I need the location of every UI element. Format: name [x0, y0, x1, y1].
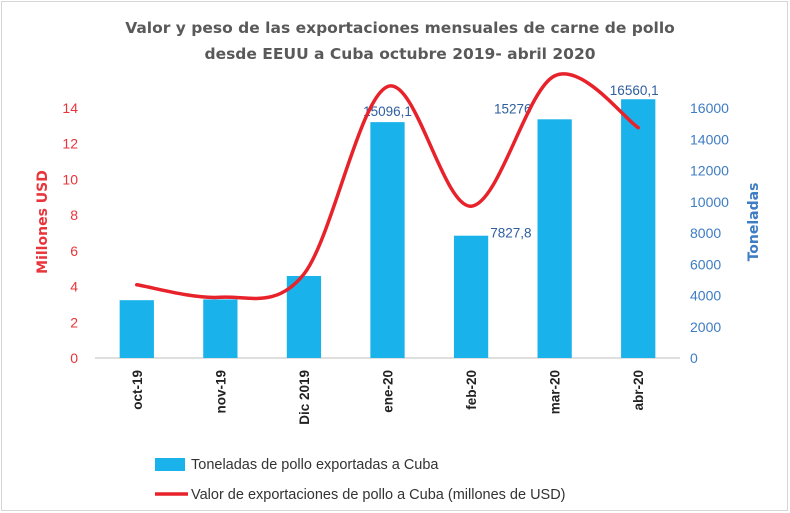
y-left-tick-0: 0 [70, 350, 78, 366]
category-label-mar-20: mar-20 [548, 370, 563, 414]
bar-mar-20 [537, 119, 572, 358]
y-right-tick-8000: 8000 [690, 225, 721, 241]
legend-bar-swatch [155, 458, 185, 471]
y-right-tick-12000: 12000 [690, 163, 729, 179]
y-right-tick-6000: 6000 [690, 256, 721, 272]
category-label-feb-20: feb-20 [464, 370, 479, 410]
chart-title-line-1: Valor y peso de las exportaciones mensua… [125, 19, 675, 37]
category-label-oct-19: oct-19 [130, 370, 145, 410]
bar-data-labels: 15096,1 7827,8 15276 16560,1 [363, 83, 659, 240]
y-axis-right-ticks: 0 2000 4000 6000 8000 10000 12000 14000 16000 [690, 100, 729, 366]
data-label-feb-20: 7827,8 [490, 226, 531, 241]
legend-line-label: Valor de exportaciones de pollo a Cuba (… [191, 487, 566, 503]
y-axis-left-label: Millones USD [35, 170, 51, 274]
data-label-abr-20: 16560,1 [610, 83, 659, 98]
y-left-tick-4: 4 [70, 279, 78, 295]
legend: Toneladas de pollo exportadas a Cuba Val… [155, 457, 566, 503]
y-right-tick-0: 0 [690, 350, 698, 366]
y-right-tick-10000: 10000 [690, 194, 729, 210]
data-label-ene-20: 15096,1 [363, 104, 412, 119]
bar-nov-19 [203, 299, 238, 358]
x-axis-categories: oct-19 nov-19 Dic 2019 ene-20 feb-20 mar-20 ab… [130, 370, 646, 425]
legend-bar-label: Toneladas de pollo exportadas a Cuba [191, 457, 439, 473]
y-left-tick-2: 2 [70, 314, 78, 330]
y-right-tick-16000: 16000 [690, 100, 729, 116]
bar-oct-19 [119, 300, 154, 358]
category-label-abr-20: abr-20 [631, 370, 646, 411]
bar-ene-20 [370, 122, 405, 358]
y-left-tick-6: 6 [70, 243, 78, 259]
category-label-ene-20: ene-20 [381, 370, 396, 413]
bar-feb-20 [453, 235, 489, 358]
y-right-tick-2000: 2000 [690, 319, 721, 335]
category-label-dic-2019: Dic 2019 [297, 370, 312, 425]
data-label-mar-20: 15276 [494, 101, 532, 116]
y-right-tick-14000: 14000 [690, 131, 729, 147]
bar-dic-2019 [286, 275, 322, 358]
y-left-tick-12: 12 [62, 136, 78, 152]
value-line-series [135, 72, 640, 301]
bar-abr-20 [621, 99, 656, 358]
y-left-tick-10: 10 [62, 171, 78, 187]
y-axis-left-ticks: 0 2 4 6 8 10 12 14 [62, 100, 78, 366]
y-axis-right-label: Toneladas [746, 183, 762, 262]
bar-series [119, 99, 656, 358]
category-label-nov-19: nov-19 [213, 370, 228, 414]
y-left-tick-8: 8 [70, 207, 78, 223]
chart-title-line-2: desde EEUU a Cuba octubre 2019- abril 20… [204, 45, 595, 63]
y-right-tick-4000: 4000 [690, 288, 721, 304]
y-left-tick-14: 14 [62, 100, 78, 116]
